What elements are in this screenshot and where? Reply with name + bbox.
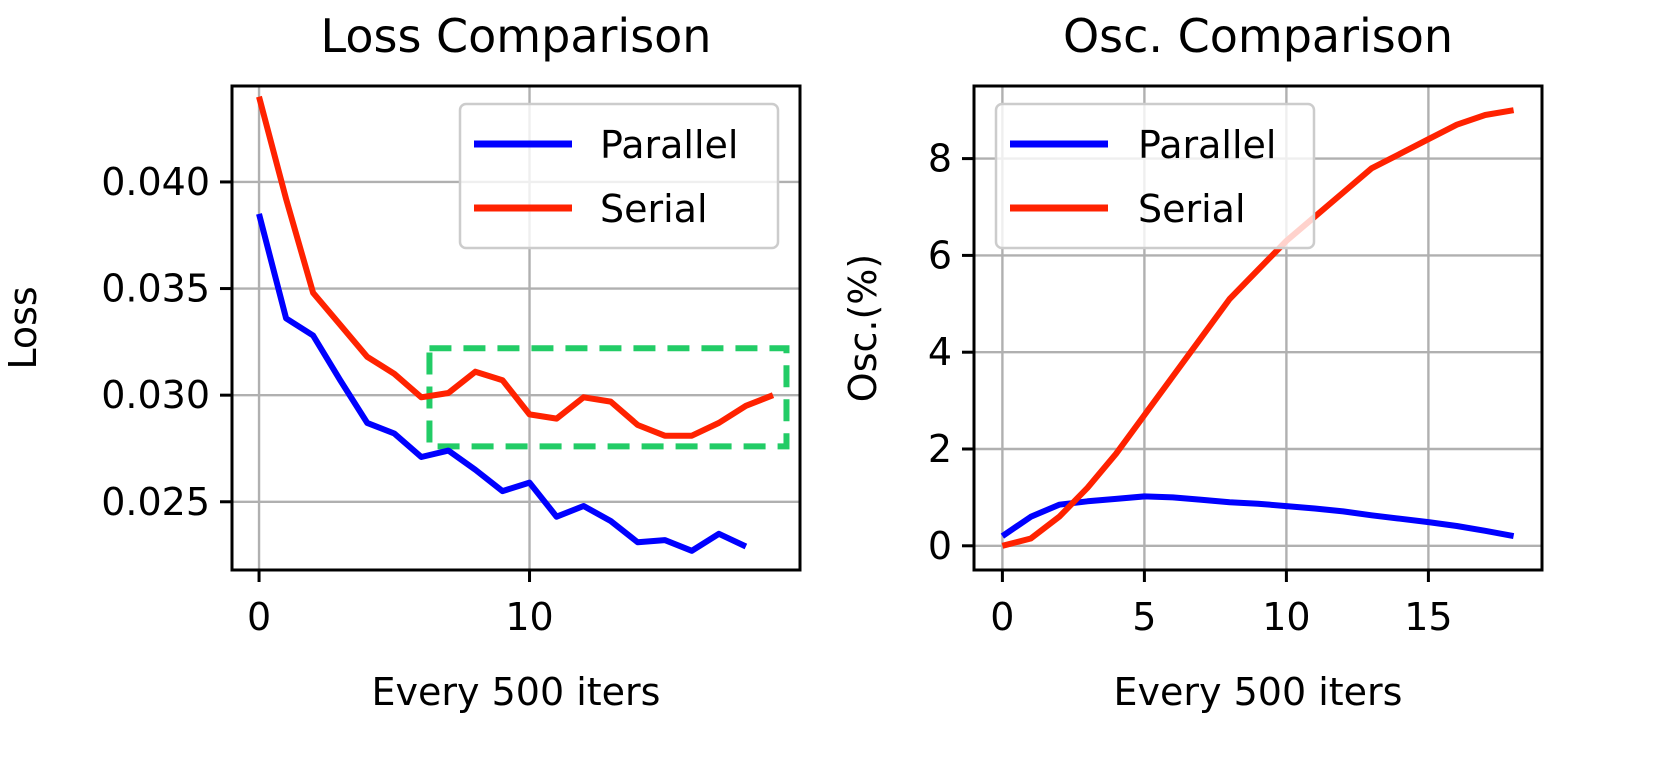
loss-annotations bbox=[426, 345, 790, 450]
osc-y-tick-label: 4 bbox=[928, 330, 952, 374]
osc-x-tick-label: 15 bbox=[1404, 595, 1452, 639]
loss-legend: Parallel Serial bbox=[458, 102, 780, 250]
loss-legend-parallel-label: Parallel bbox=[600, 123, 738, 167]
loss-y-tick-label: 0.025 bbox=[101, 480, 210, 524]
osc-legend: Parallel Serial bbox=[994, 102, 1316, 250]
osc-legend-box bbox=[994, 102, 1316, 250]
osc-legend-serial-label: Serial bbox=[1138, 187, 1246, 231]
loss-series bbox=[256, 95, 775, 554]
loss-ticks: 0 10 0.025 0.030 0.035 0.040 bbox=[101, 160, 554, 639]
loss-parallel-line bbox=[256, 213, 748, 554]
osc-y-axis-label: Osc.(%) bbox=[841, 254, 885, 402]
osc-x-tick-label: 0 bbox=[990, 595, 1014, 639]
loss-y-tick-label: 0.035 bbox=[101, 267, 210, 311]
osc-y-tick-label: 8 bbox=[928, 137, 952, 181]
osc-title: Osc. Comparison bbox=[1063, 9, 1453, 63]
osc-x-axis-label: Every 500 iters bbox=[1114, 670, 1403, 714]
loss-legend-serial-label: Serial bbox=[600, 187, 708, 231]
loss-serial-line bbox=[256, 95, 775, 439]
osc-y-tick-label: 0 bbox=[928, 524, 952, 568]
loss-highlight-box bbox=[426, 345, 790, 450]
loss-plot-frame bbox=[230, 84, 802, 572]
osc-chart: 0 5 10 15 0 2 4 6 8 Osc. Comparison Every 500 it… bbox=[841, 9, 1544, 714]
loss-x-tick-label: 0 bbox=[247, 595, 271, 639]
osc-parallel-line bbox=[1000, 493, 1515, 540]
loss-x-tick-label: 10 bbox=[505, 595, 553, 639]
loss-y-axis-label: Loss bbox=[1, 286, 45, 369]
loss-legend-box bbox=[458, 102, 780, 250]
loss-y-tick-label: 0.030 bbox=[101, 373, 210, 417]
loss-title: Loss Comparison bbox=[321, 9, 712, 63]
osc-x-tick-label: 10 bbox=[1262, 595, 1310, 639]
osc-y-tick-label: 6 bbox=[928, 233, 952, 277]
loss-x-axis-label: Every 500 iters bbox=[372, 670, 661, 714]
osc-x-tick-label: 5 bbox=[1132, 595, 1156, 639]
osc-legend-parallel-label: Parallel bbox=[1138, 123, 1276, 167]
loss-y-tick-label: 0.040 bbox=[101, 160, 210, 204]
osc-series bbox=[1000, 107, 1515, 549]
osc-y-tick-label: 2 bbox=[928, 427, 952, 471]
osc-serial-line bbox=[1001, 107, 1515, 549]
osc-plot-frame bbox=[972, 84, 1544, 572]
osc-ticks: 0 5 10 15 0 2 4 6 8 bbox=[928, 137, 1453, 639]
